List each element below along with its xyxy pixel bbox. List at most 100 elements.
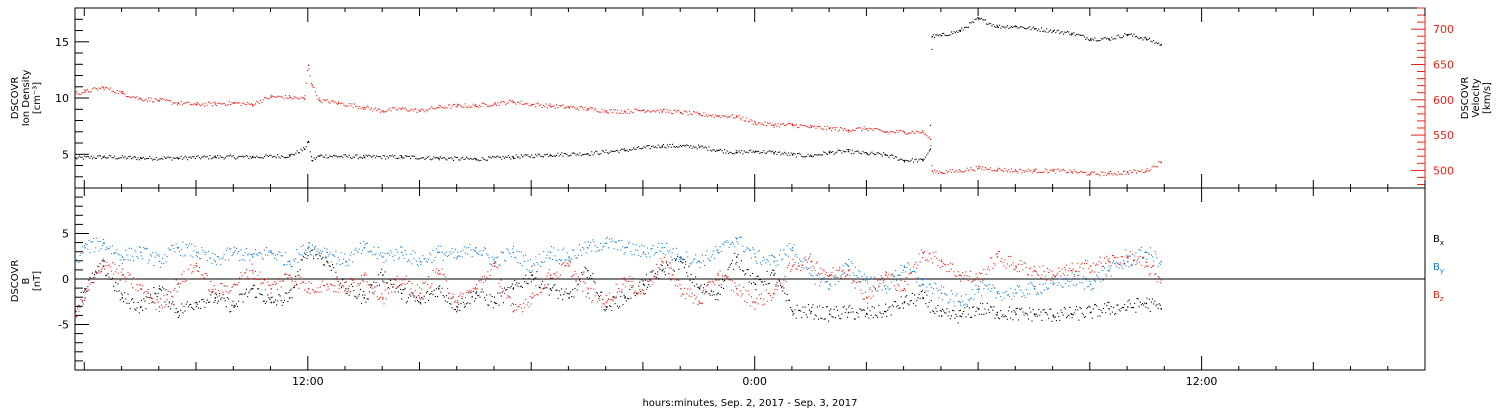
bottom-series-Bx-dot-767: [932, 310, 933, 311]
bottom-series-Bz-dot-758: [922, 257, 923, 258]
bottom-series-Bz-dot-656: [808, 258, 809, 259]
bottom-series-Bz-dot-354: [471, 290, 472, 291]
top-series-0-dot-248: [398, 158, 399, 159]
bottom-series-Bz-dot-146: [238, 282, 239, 283]
top-series-0-dot-401: [598, 153, 599, 154]
bottom-series-Bx-dot-459: [588, 279, 589, 280]
top-series-1-dot-366: [552, 106, 553, 107]
bottom-series-Bx-dot-771: [936, 311, 937, 312]
top-series-1-dot-120: [231, 102, 232, 103]
bottom-series-Bz-dot-631: [780, 282, 781, 283]
top-series-1-point-63: [1161, 162, 1162, 163]
bottom-series-Bx-dot-562: [703, 287, 704, 288]
bottom-series-By-dot-514: [649, 257, 650, 258]
bottom-series-Bz-dot-305: [416, 296, 417, 297]
top-series-1-dot-316: [487, 106, 488, 107]
bottom-series-Bx-dot-116: [205, 307, 206, 308]
top-series-0-dot-641: [911, 160, 912, 161]
bottom-series-Bz-dot-166: [261, 283, 262, 284]
bottom-series-Bz-dot-524: [660, 258, 661, 259]
bottom-series-By-dot-606: [752, 247, 753, 248]
bottom-series-By-dot-583: [726, 240, 727, 241]
bottom-series-Bz-dot-765: [930, 253, 931, 254]
top-series-1-dot-319: [491, 105, 492, 106]
bottom-series-By-dot-73: [157, 255, 158, 256]
top-series-1-dot-524: [758, 122, 759, 123]
top-series-1-dot-729: [1025, 170, 1026, 171]
bottom-series-Bx-dot-113: [201, 299, 202, 300]
bottom-series-By-dot-328: [442, 252, 443, 253]
top-series-1-dot-605: [864, 126, 865, 127]
top-series-1-dot-484: [706, 114, 707, 115]
top-series-1-dot-808: [1128, 174, 1129, 175]
top-series-0-dot-445: [655, 146, 656, 147]
bottom-series-By-dot-310: [421, 262, 422, 263]
bottom-series-Bx-dot-423: [548, 284, 549, 285]
top-series-1-point-1: [84, 91, 85, 92]
top-series-0-dot-47: [136, 159, 137, 160]
bottom-series-By-dot-166: [261, 253, 262, 254]
bottom-series-Bz-dot-926: [1110, 262, 1111, 263]
top-series-0-dot-694: [980, 19, 981, 20]
top-series-0-dot-242: [390, 156, 391, 157]
top-series-1-dot-13: [92, 88, 93, 89]
top-series-1-dot-168: [294, 96, 295, 97]
bottom-series-Bx-dot-42: [122, 294, 123, 295]
top-series-0-dot-70: [166, 158, 167, 159]
bottom-series-By-dot-705: [863, 279, 864, 280]
bottom-series-By-dot-215: [315, 246, 316, 247]
bottom-series-By-dot-728: [888, 289, 889, 290]
bottom-series-By-dot-66: [149, 260, 150, 261]
bottom-series-Bx-dot-891: [1071, 313, 1072, 314]
top-series-0-dot-561: [806, 156, 807, 157]
top-series-1-dot-424: [628, 109, 629, 110]
bottom-series-By-dot-329: [443, 260, 444, 261]
top-series-1-dot-33: [118, 93, 119, 94]
bottom-series-By-dot-358: [475, 250, 476, 251]
bottom-series-By-dot-437: [563, 248, 564, 249]
bottom-series-By-dot-180: [276, 259, 277, 260]
top-series-0-dot-436: [643, 146, 644, 147]
top-series-1-dot-47: [136, 96, 137, 97]
top-series-1-dot-629: [895, 132, 896, 133]
bottom-series-By-dot-421: [545, 258, 546, 259]
bottom-series-By-dot-62: [144, 248, 145, 249]
bottom-series-Bz-dot-492: [625, 286, 626, 287]
top-series-0-dot-415: [616, 150, 617, 151]
top-series-0-dot-227: [371, 157, 372, 158]
bottom-series-By-dot-373: [492, 257, 493, 258]
bottom-series-Bx-dot-605: [751, 283, 752, 284]
top-series-1-dot-804: [1123, 171, 1124, 172]
bottom-series-Bx-dot-98: [185, 311, 186, 312]
top-series-0-dot-319: [491, 158, 492, 159]
bottom-series-Bx-dot-812: [982, 303, 983, 304]
top-series-0-dot-385: [577, 154, 578, 155]
bottom-series-By-dot-337: [452, 248, 453, 249]
bottom-series-Bx-dot-202: [301, 259, 302, 260]
bottom-series-Bx-dot-614: [761, 281, 762, 282]
bottom-series-Bz-dot-963: [1151, 267, 1152, 268]
bottom-series-By-dot-741: [903, 270, 904, 271]
bottom-series-Bx-dot-925: [1108, 302, 1109, 303]
bottom-series-Bz-dot-560: [701, 303, 702, 304]
top-series-0-dot-512: [742, 153, 743, 154]
bottom-series-Bz-dot-193: [291, 277, 292, 278]
bottom-series-Bx-dot-834: [1007, 319, 1008, 320]
top-series-1-dot-493: [718, 115, 719, 116]
bottom-series-Bx-dot-479: [610, 306, 611, 307]
bottom-series-Bz-dot-56: [138, 290, 139, 291]
top-series-0-dot-286: [448, 158, 449, 159]
top-series-0-dot-558: [802, 156, 803, 157]
bottom-series-Bx-dot-505: [639, 282, 640, 283]
top-series-0-dot-193: [327, 157, 328, 158]
bottom-series-By-dot-253: [358, 252, 359, 253]
top-series-0-dot-229: [374, 155, 375, 156]
bottom-series-By-dot-307: [418, 266, 419, 267]
top-series-1-dot-389: [582, 107, 583, 108]
bottom-series-By-dot-894: [1074, 274, 1075, 275]
top-series-1-dot-220: [362, 107, 363, 108]
top-series-1-dot-774: [1084, 172, 1085, 173]
bottom-series-Bx-dot-450: [578, 284, 579, 285]
bottom-series-By-dot-555: [695, 254, 696, 255]
top-series-0-dot-256: [409, 156, 410, 157]
